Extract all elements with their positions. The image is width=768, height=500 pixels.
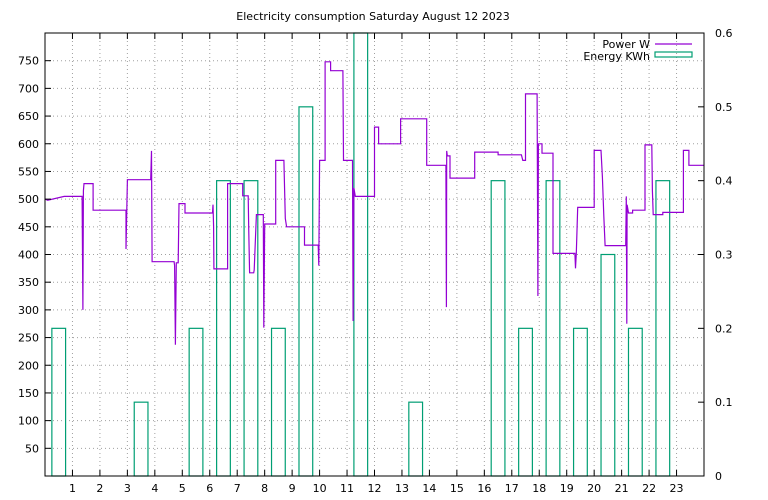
x-tick-label: 10 <box>313 482 327 495</box>
x-tick-label: 17 <box>505 482 519 495</box>
energy-bar <box>518 327 533 477</box>
x-tick-label: 18 <box>532 482 546 495</box>
x-tick-label: 7 <box>234 482 241 495</box>
x-tick-label: 23 <box>670 482 684 495</box>
y-tick-label: 100 <box>18 415 39 428</box>
y-tick-label: 50 <box>25 442 39 455</box>
x-tick-label: 14 <box>422 482 436 495</box>
y2-tick-label: 0.3 <box>715 249 733 262</box>
y2-tick-label: 0.4 <box>715 175 733 188</box>
x-tick-label: 4 <box>151 482 158 495</box>
x-tick-label: 8 <box>261 482 268 495</box>
y-tick-label: 300 <box>18 304 39 317</box>
y2-tick-label: 0.1 <box>715 396 733 409</box>
x-tick-label: 12 <box>368 482 382 495</box>
x-tick-label: 15 <box>450 482 464 495</box>
chart-title: Electricity consumption Saturday August … <box>236 10 509 23</box>
y-tick-label: 450 <box>18 221 39 234</box>
y-tick-label: 400 <box>18 249 39 262</box>
energy-bar <box>408 401 424 477</box>
y-tick-label: 600 <box>18 138 39 151</box>
x-tick-label: 2 <box>96 482 103 495</box>
x-tick-label: 5 <box>179 482 186 495</box>
x-tick-label: 9 <box>289 482 296 495</box>
energy-bar <box>188 327 204 477</box>
y-tick-label: 700 <box>18 82 39 95</box>
y-tick-label: 250 <box>18 332 39 345</box>
legend-swatch-energy <box>654 51 693 58</box>
energy-bar <box>51 327 67 477</box>
legend-label-power: Power W <box>602 38 650 51</box>
x-tick-label: 6 <box>206 482 213 495</box>
y-tick-label: 350 <box>18 276 39 289</box>
y2-tick-label: 0.6 <box>715 27 733 40</box>
energy-bar <box>270 327 286 477</box>
energy-bar <box>133 401 149 477</box>
power-line <box>44 61 704 345</box>
y-tick-label: 200 <box>18 359 39 372</box>
x-tick-label: 20 <box>587 482 601 495</box>
x-tick-label: 21 <box>615 482 629 495</box>
energy-bar <box>490 180 506 477</box>
energy-bar <box>216 180 231 477</box>
x-tick-label: 13 <box>395 482 409 495</box>
legend-label-energy: Energy KWh <box>583 50 650 63</box>
power-series <box>44 61 704 345</box>
y-tick-label: 750 <box>18 55 39 68</box>
legend: Power W Energy KWh <box>583 38 693 63</box>
axes: 1 2 3 4 5 6 7 8 9 10 11 12 13 14 15 16 17 18 19 20 21 22 23501… <box>18 27 733 495</box>
y2-tick-label: 0.2 <box>715 322 733 335</box>
x-tick-label: 11 <box>340 482 354 495</box>
x-tick-label: 19 <box>560 482 574 495</box>
x-tick-label: 16 <box>477 482 491 495</box>
y-tick-label: 550 <box>18 165 39 178</box>
energy-bar <box>600 253 616 477</box>
y-tick-label: 500 <box>18 193 39 206</box>
energy-bar <box>572 327 588 477</box>
y2-tick-label: 0 <box>715 470 722 483</box>
energy-bar <box>655 180 671 477</box>
y2-tick-label: 0.5 <box>715 101 733 114</box>
x-tick-label: 3 <box>124 482 131 495</box>
energy-bar <box>627 327 643 477</box>
x-tick-label: 1 <box>69 482 76 495</box>
y-tick-label: 150 <box>18 387 39 400</box>
y-tick-label: 650 <box>18 110 39 123</box>
x-tick-label: 22 <box>642 482 656 495</box>
